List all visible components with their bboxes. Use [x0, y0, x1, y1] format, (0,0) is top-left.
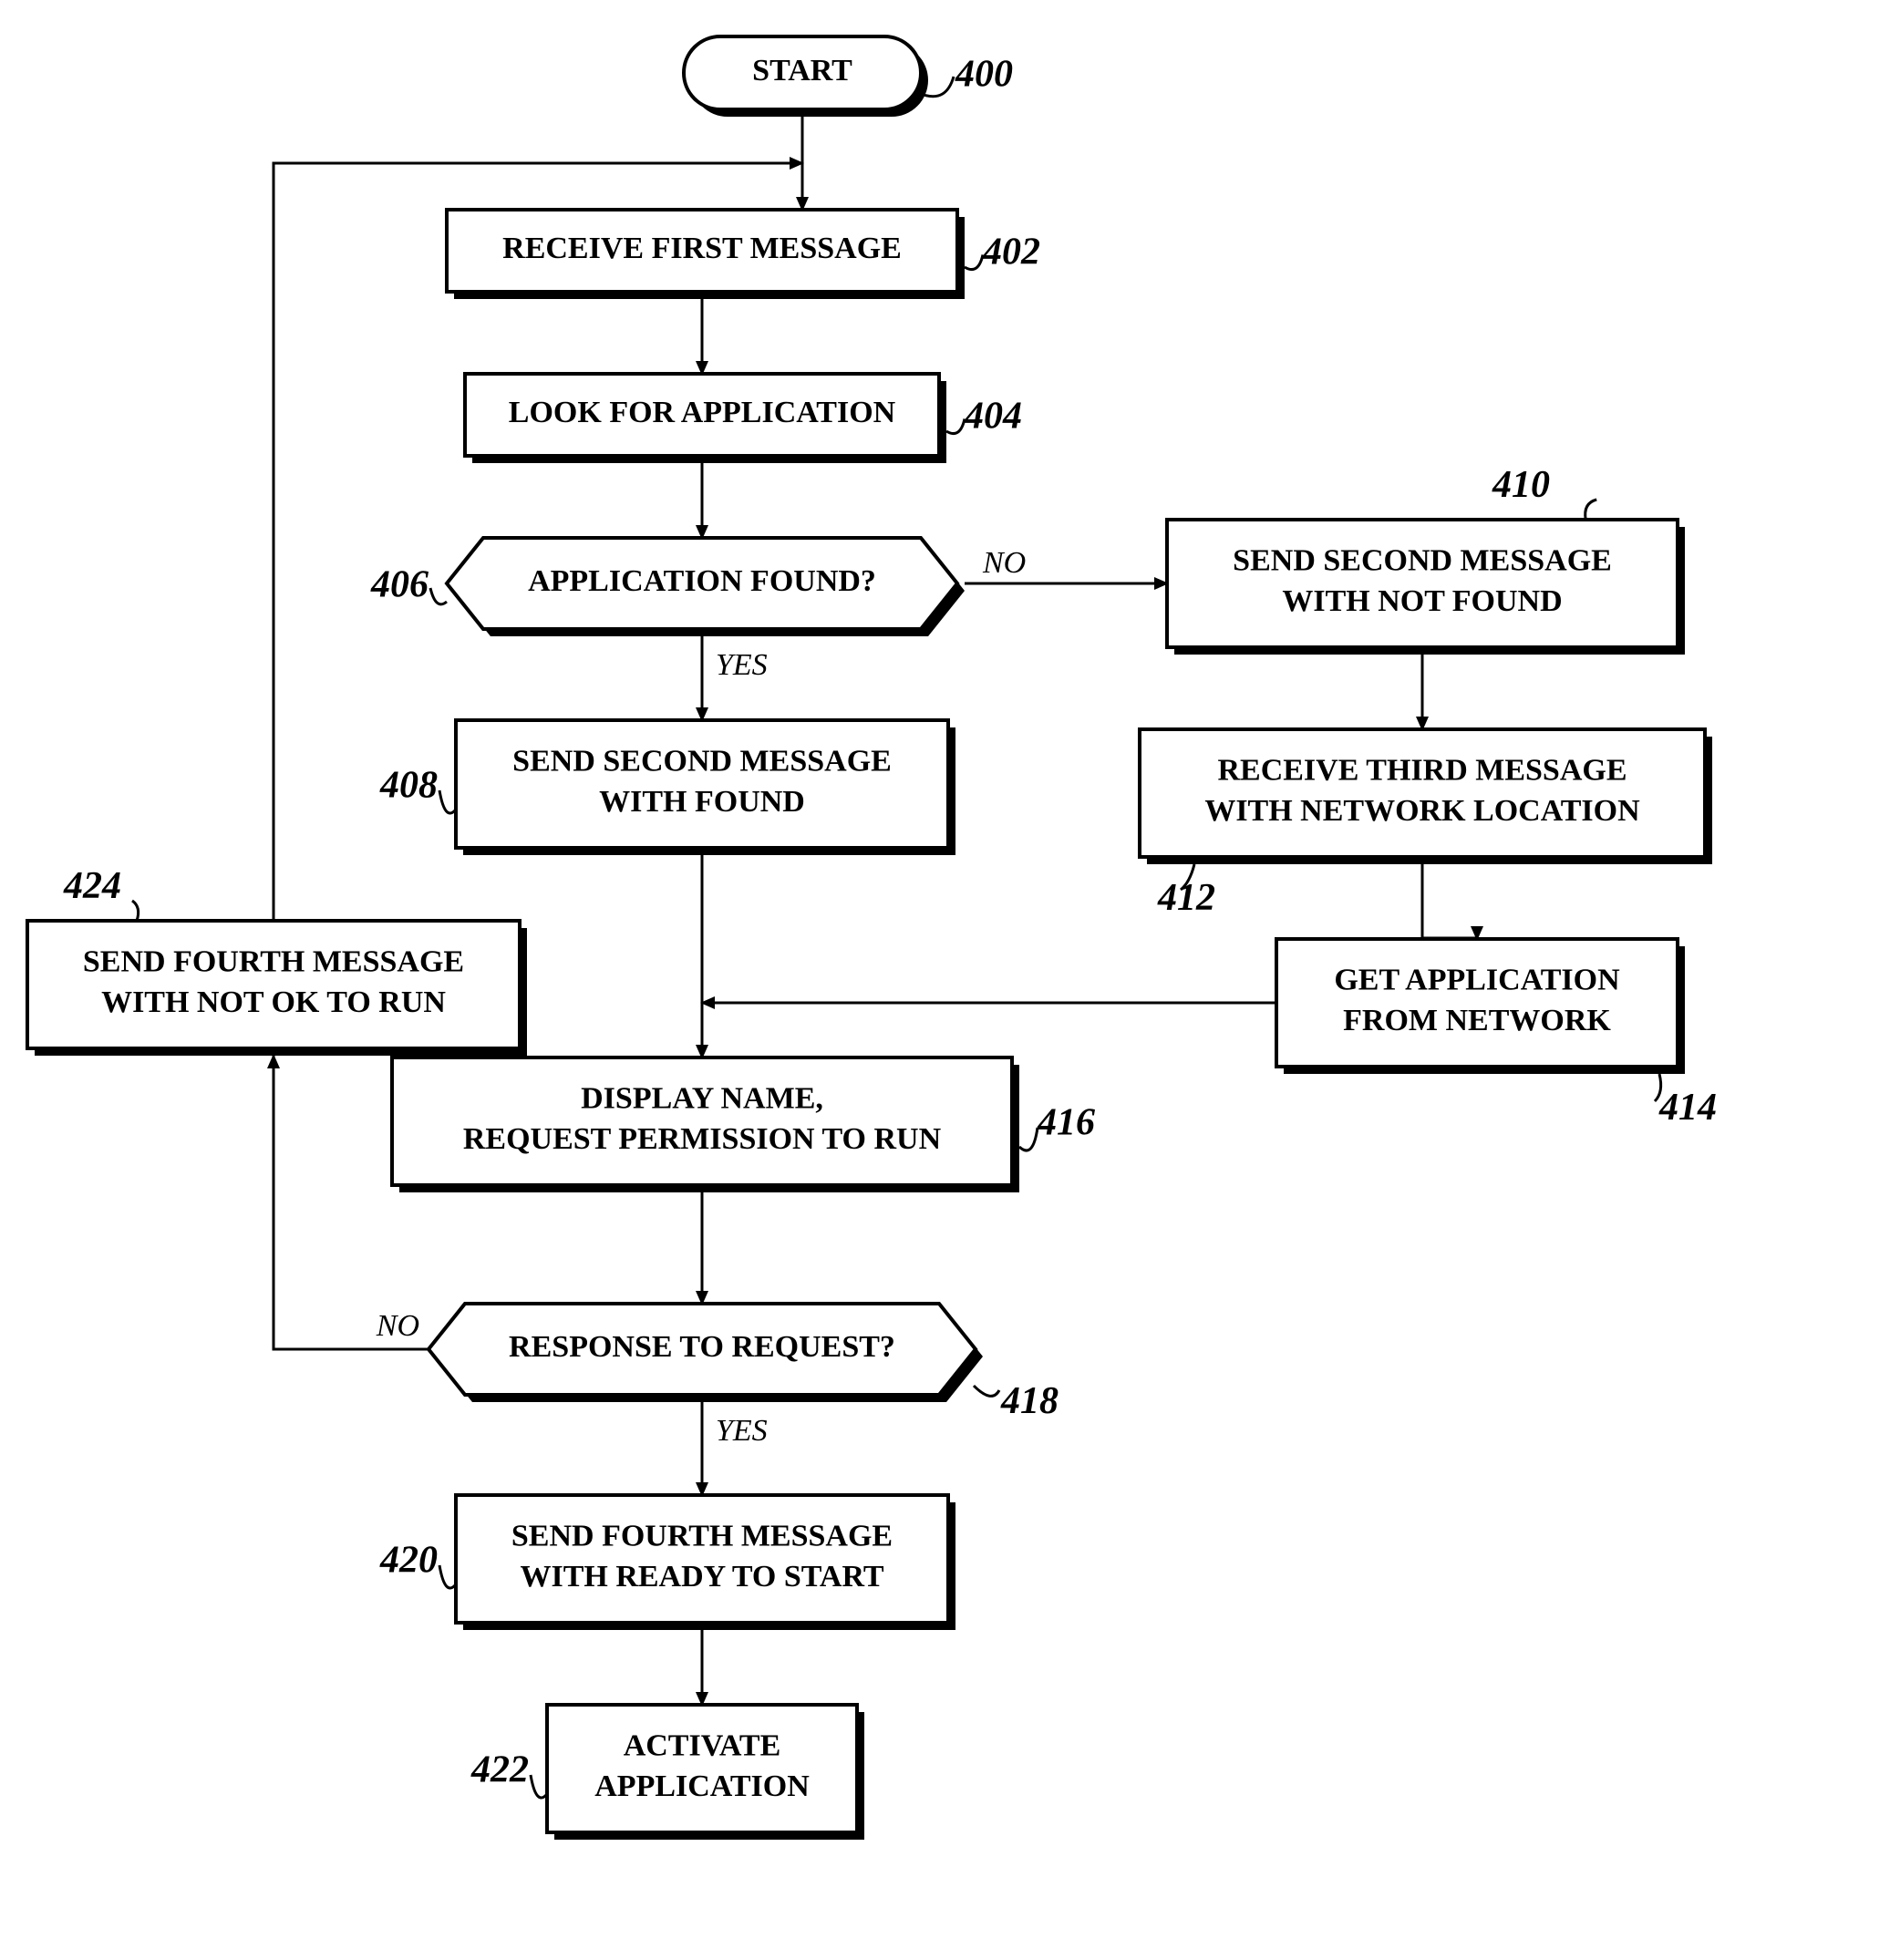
ref-label-406: 406: [370, 564, 429, 606]
node-406: APPLICATION FOUND?: [447, 538, 965, 636]
ref-label-404: 404: [964, 396, 1022, 438]
ref-label-424: 424: [63, 865, 121, 907]
node-416: DISPLAY NAME, REQUEST PERMISSION TO RUN: [392, 1057, 1019, 1192]
svg-text:WITH NOT FOUND: WITH NOT FOUND: [1282, 584, 1562, 618]
node-412: RECEIVE THIRD MESSAGE WITH NETWORK LOCATI…: [1140, 729, 1712, 864]
svg-text:LOOK FOR APPLICATION: LOOK FOR APPLICATION: [509, 396, 896, 429]
ref-label-420: 420: [379, 1540, 438, 1582]
svg-text:WITH NOT OK TO RUN: WITH NOT OK TO RUN: [101, 985, 446, 1019]
svg-text:APPLICATION: APPLICATION: [594, 1769, 810, 1803]
svg-text:RECEIVE THIRD MESSAGE: RECEIVE THIRD MESSAGE: [1217, 754, 1627, 788]
svg-text:APPLICATION FOUND?: APPLICATION FOUND?: [528, 564, 876, 598]
svg-text:WITH NETWORK LOCATION: WITH NETWORK LOCATION: [1204, 794, 1640, 828]
ref-label-408: 408: [379, 765, 438, 807]
svg-text:SEND SECOND MESSAGE: SEND SECOND MESSAGE: [512, 745, 892, 779]
node-402: RECEIVE FIRST MESSAGE: [447, 210, 965, 299]
ref-label-410: 410: [1492, 464, 1550, 506]
edge-label: NO: [982, 546, 1026, 580]
node-424: SEND FOURTH MESSAGE WITH NOT OK TO RUN: [27, 921, 527, 1056]
svg-text:START: START: [752, 54, 852, 88]
node-400: START: [684, 36, 928, 117]
ref-label-414: 414: [1658, 1087, 1717, 1129]
svg-text:WITH READY TO START: WITH READY TO START: [520, 1560, 883, 1594]
ref-label-412: 412: [1157, 877, 1215, 919]
svg-text:WITH FOUND: WITH FOUND: [599, 785, 805, 819]
node-404: LOOK FOR APPLICATION: [465, 374, 946, 463]
ref-label-400: 400: [955, 54, 1013, 96]
svg-text:DISPLAY NAME,: DISPLAY NAME,: [581, 1082, 823, 1116]
node-420: SEND FOURTH MESSAGE WITH READY TO START: [456, 1495, 955, 1630]
svg-text:SEND SECOND MESSAGE: SEND SECOND MESSAGE: [1233, 544, 1612, 578]
edge-label: YES: [716, 648, 768, 682]
ref-label-418: 418: [1000, 1380, 1059, 1422]
node-408: SEND SECOND MESSAGE WITH FOUND: [456, 720, 955, 855]
svg-text:SEND FOURTH MESSAGE: SEND FOURTH MESSAGE: [83, 945, 464, 979]
svg-text:RECEIVE FIRST MESSAGE: RECEIVE FIRST MESSAGE: [502, 232, 902, 265]
ref-label-416: 416: [1037, 1102, 1095, 1144]
svg-text:RESPONSE TO REQUEST?: RESPONSE TO REQUEST?: [509, 1330, 895, 1364]
flowchart-canvas: START RECEIVE FIRST MESSAGE LOOK FOR APPLI…: [0, 0, 1890, 1960]
node-414: GET APPLICATION FROM NETWORK: [1276, 939, 1685, 1074]
edge-label: NO: [376, 1309, 419, 1343]
svg-text:GET APPLICATION: GET APPLICATION: [1334, 964, 1620, 997]
node-422: ACTIVATE APPLICATION: [547, 1705, 864, 1840]
ref-label-422: 422: [470, 1749, 529, 1791]
node-418: RESPONSE TO REQUEST?: [429, 1304, 983, 1402]
node-410: SEND SECOND MESSAGE WITH NOT FOUND: [1167, 520, 1685, 655]
svg-text:ACTIVATE: ACTIVATE: [624, 1729, 781, 1763]
ref-label-402: 402: [982, 232, 1040, 273]
svg-text:SEND FOURTH MESSAGE: SEND FOURTH MESSAGE: [511, 1520, 893, 1553]
svg-text:REQUEST PERMISSION TO RUN: REQUEST PERMISSION TO RUN: [463, 1122, 942, 1156]
edge-label: YES: [716, 1414, 768, 1448]
svg-text:FROM NETWORK: FROM NETWORK: [1343, 1004, 1611, 1037]
